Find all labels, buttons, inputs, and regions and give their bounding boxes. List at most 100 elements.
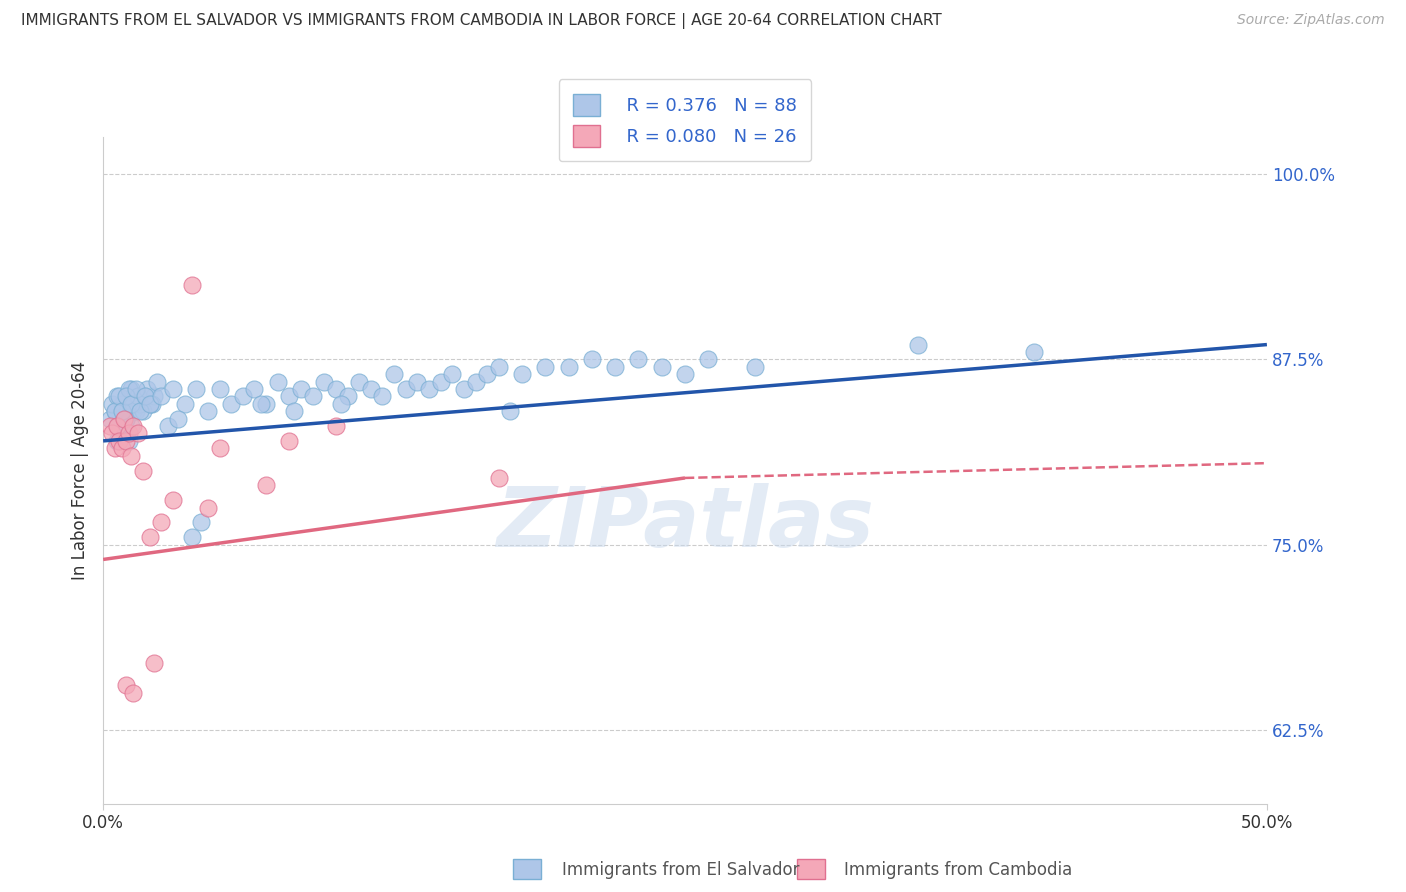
Point — [120, 397, 142, 411]
Point — [143, 389, 166, 403]
Point — [243, 382, 266, 396]
Point — [112, 411, 135, 425]
Point — [115, 434, 138, 448]
Point — [105, 389, 128, 403]
Point — [138, 397, 160, 411]
Point — [98, 419, 121, 434]
Point — [605, 359, 627, 374]
Point — [157, 419, 180, 434]
Text: ZIPatlas: ZIPatlas — [496, 483, 875, 565]
Point — [197, 500, 219, 515]
Point — [118, 382, 141, 396]
Point — [115, 389, 138, 403]
Point — [145, 375, 167, 389]
Point — [475, 368, 498, 382]
Point — [108, 434, 131, 448]
Point — [120, 419, 142, 434]
Point — [329, 397, 352, 411]
Point — [371, 389, 394, 403]
Point — [150, 516, 173, 530]
Point — [108, 389, 131, 403]
Point — [98, 411, 121, 425]
Point — [581, 352, 603, 367]
Point — [125, 404, 148, 418]
Point — [104, 404, 127, 418]
Point — [115, 411, 138, 425]
Point — [267, 375, 290, 389]
Point — [141, 397, 163, 411]
Point — [111, 397, 134, 411]
Text: Immigrants from Cambodia: Immigrants from Cambodia — [844, 861, 1071, 879]
Point — [112, 411, 135, 425]
Point — [441, 368, 464, 382]
Point — [406, 375, 429, 389]
Point — [127, 389, 149, 403]
Point — [150, 389, 173, 403]
Point — [186, 382, 208, 396]
Point — [120, 382, 142, 396]
Point — [382, 368, 405, 382]
Point — [278, 389, 301, 403]
Point — [101, 426, 124, 441]
Point — [122, 686, 145, 700]
Point — [325, 419, 347, 434]
Point — [120, 449, 142, 463]
Point — [744, 359, 766, 374]
Point — [254, 397, 277, 411]
Point — [208, 442, 231, 456]
Point — [347, 375, 370, 389]
Point — [105, 434, 128, 448]
Point — [197, 404, 219, 418]
Point — [278, 434, 301, 448]
Y-axis label: In Labor Force | Age 20-64: In Labor Force | Age 20-64 — [72, 361, 89, 580]
Point — [301, 389, 323, 403]
Point — [108, 419, 131, 434]
Point — [115, 678, 138, 692]
Point — [190, 516, 212, 530]
Point — [360, 382, 382, 396]
Legend:   R = 0.376   N = 88,   R = 0.080   N = 26: R = 0.376 N = 88, R = 0.080 N = 26 — [558, 79, 811, 161]
Point — [105, 419, 128, 434]
Point — [131, 464, 153, 478]
Text: Immigrants from El Salvador: Immigrants from El Salvador — [562, 861, 800, 879]
Point — [125, 382, 148, 396]
Point — [283, 404, 305, 418]
Point — [651, 359, 673, 374]
Point — [162, 493, 184, 508]
Point — [499, 404, 522, 418]
Point — [162, 382, 184, 396]
Point — [1024, 345, 1046, 359]
Point — [232, 389, 254, 403]
Point — [118, 426, 141, 441]
Point — [557, 359, 579, 374]
Point — [510, 368, 533, 382]
Point — [138, 397, 160, 411]
Point — [129, 404, 152, 418]
Point — [101, 397, 124, 411]
Point — [290, 382, 312, 396]
Point — [336, 389, 359, 403]
Point — [488, 359, 510, 374]
Point — [673, 368, 696, 382]
Point — [134, 389, 156, 403]
Point — [136, 382, 159, 396]
Point — [418, 382, 440, 396]
Point — [127, 426, 149, 441]
Point — [122, 404, 145, 418]
Point — [208, 382, 231, 396]
Point — [134, 389, 156, 403]
Point — [314, 375, 336, 389]
Point — [395, 382, 418, 396]
Point — [464, 375, 486, 389]
Point — [627, 352, 650, 367]
Point — [907, 337, 929, 351]
Point — [180, 278, 202, 293]
Point — [173, 397, 195, 411]
Point — [111, 442, 134, 456]
Point — [104, 404, 127, 418]
Point — [488, 471, 510, 485]
Point — [180, 530, 202, 544]
Point — [111, 404, 134, 418]
Point — [111, 404, 134, 418]
Point — [325, 382, 347, 396]
